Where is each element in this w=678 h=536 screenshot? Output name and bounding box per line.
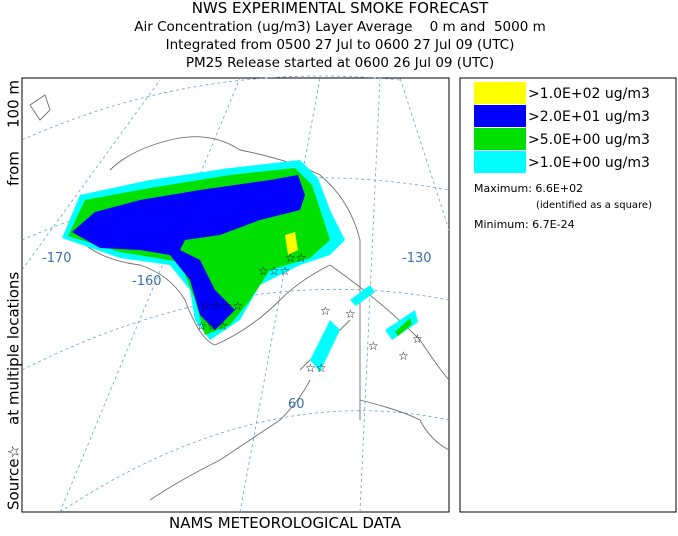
legend-label: >5.0E+00 ug/m3: [528, 132, 650, 148]
svg-text:☆: ☆: [368, 339, 379, 353]
smoke-plume: [62, 160, 418, 372]
maximum-note: (identified as a square): [536, 200, 652, 211]
svg-text:☆: ☆: [398, 349, 409, 363]
source-markers: ☆☆☆☆ ☆☆☆ ☆☆☆ ☆☆ ☆ ☆ ☆☆ ☆ ☆ ☆: [196, 251, 423, 375]
svg-text:☆: ☆: [412, 332, 423, 346]
svg-text:☆☆☆☆: ☆☆☆☆: [200, 299, 243, 313]
svg-text:☆☆☆: ☆☆☆: [258, 264, 290, 278]
footer: NAMS METEOROLOGICAL DATA: [169, 514, 402, 532]
side-locations: at multiple locations: [5, 272, 23, 425]
legend-label: >2.0E+01 ug/m3: [528, 109, 650, 125]
svg-text:☆: ☆: [320, 304, 331, 318]
legend-frame: [459, 77, 677, 513]
latitude-label: 60: [288, 397, 305, 412]
longitude-label: -170: [42, 251, 72, 266]
legend-swatch: [474, 128, 526, 150]
svg-text:☆: ☆: [345, 307, 356, 321]
map-labels: -170 -160 -130 60: [42, 251, 432, 412]
subtitle: Integrated from 0500 27 Jul to 0600 27 J…: [166, 37, 515, 53]
svg-text:☆☆: ☆☆: [305, 361, 327, 375]
svg-text:☆☆☆: ☆☆☆: [196, 319, 228, 333]
side-height: 100 m: [5, 80, 23, 128]
legend-label: >1.0E+00 ug/m3: [528, 155, 650, 171]
subtitle: PM25 Release started at 0600 26 Jul 09 (…: [186, 55, 494, 71]
legend: >1.0E+02 ug/m3 >2.0E+01 ug/m3 >5.0E+00 ug/…: [474, 82, 650, 173]
side-source: Source☆: [5, 445, 23, 510]
maximum: Maximum: 6.6E+02: [474, 182, 583, 195]
coastline: [29, 94, 450, 501]
side-from: from: [5, 151, 23, 186]
side-label: Source☆ at multiple locations from 100 m: [5, 80, 23, 510]
svg-text:☆☆: ☆☆: [285, 251, 307, 265]
legend-swatch: [474, 151, 526, 173]
map: ☆☆☆☆ ☆☆☆ ☆☆☆ ☆☆ ☆ ☆ ☆☆ ☆ ☆ ☆ -170 -160 -…: [21, 75, 450, 513]
minimum: Minimum: 6.7E-24: [474, 218, 575, 231]
subtitle: Air Concentration (ug/m3) Layer Average …: [134, 19, 546, 35]
legend-label: >1.0E+02 ug/m3: [528, 86, 650, 102]
longitude-label: -130: [402, 251, 432, 266]
legend-swatch: [474, 105, 526, 127]
legend-swatch: [474, 82, 526, 104]
longitude-label: -160: [132, 274, 162, 289]
title: NWS EXPERIMENTAL SMOKE FORECAST: [192, 0, 489, 17]
